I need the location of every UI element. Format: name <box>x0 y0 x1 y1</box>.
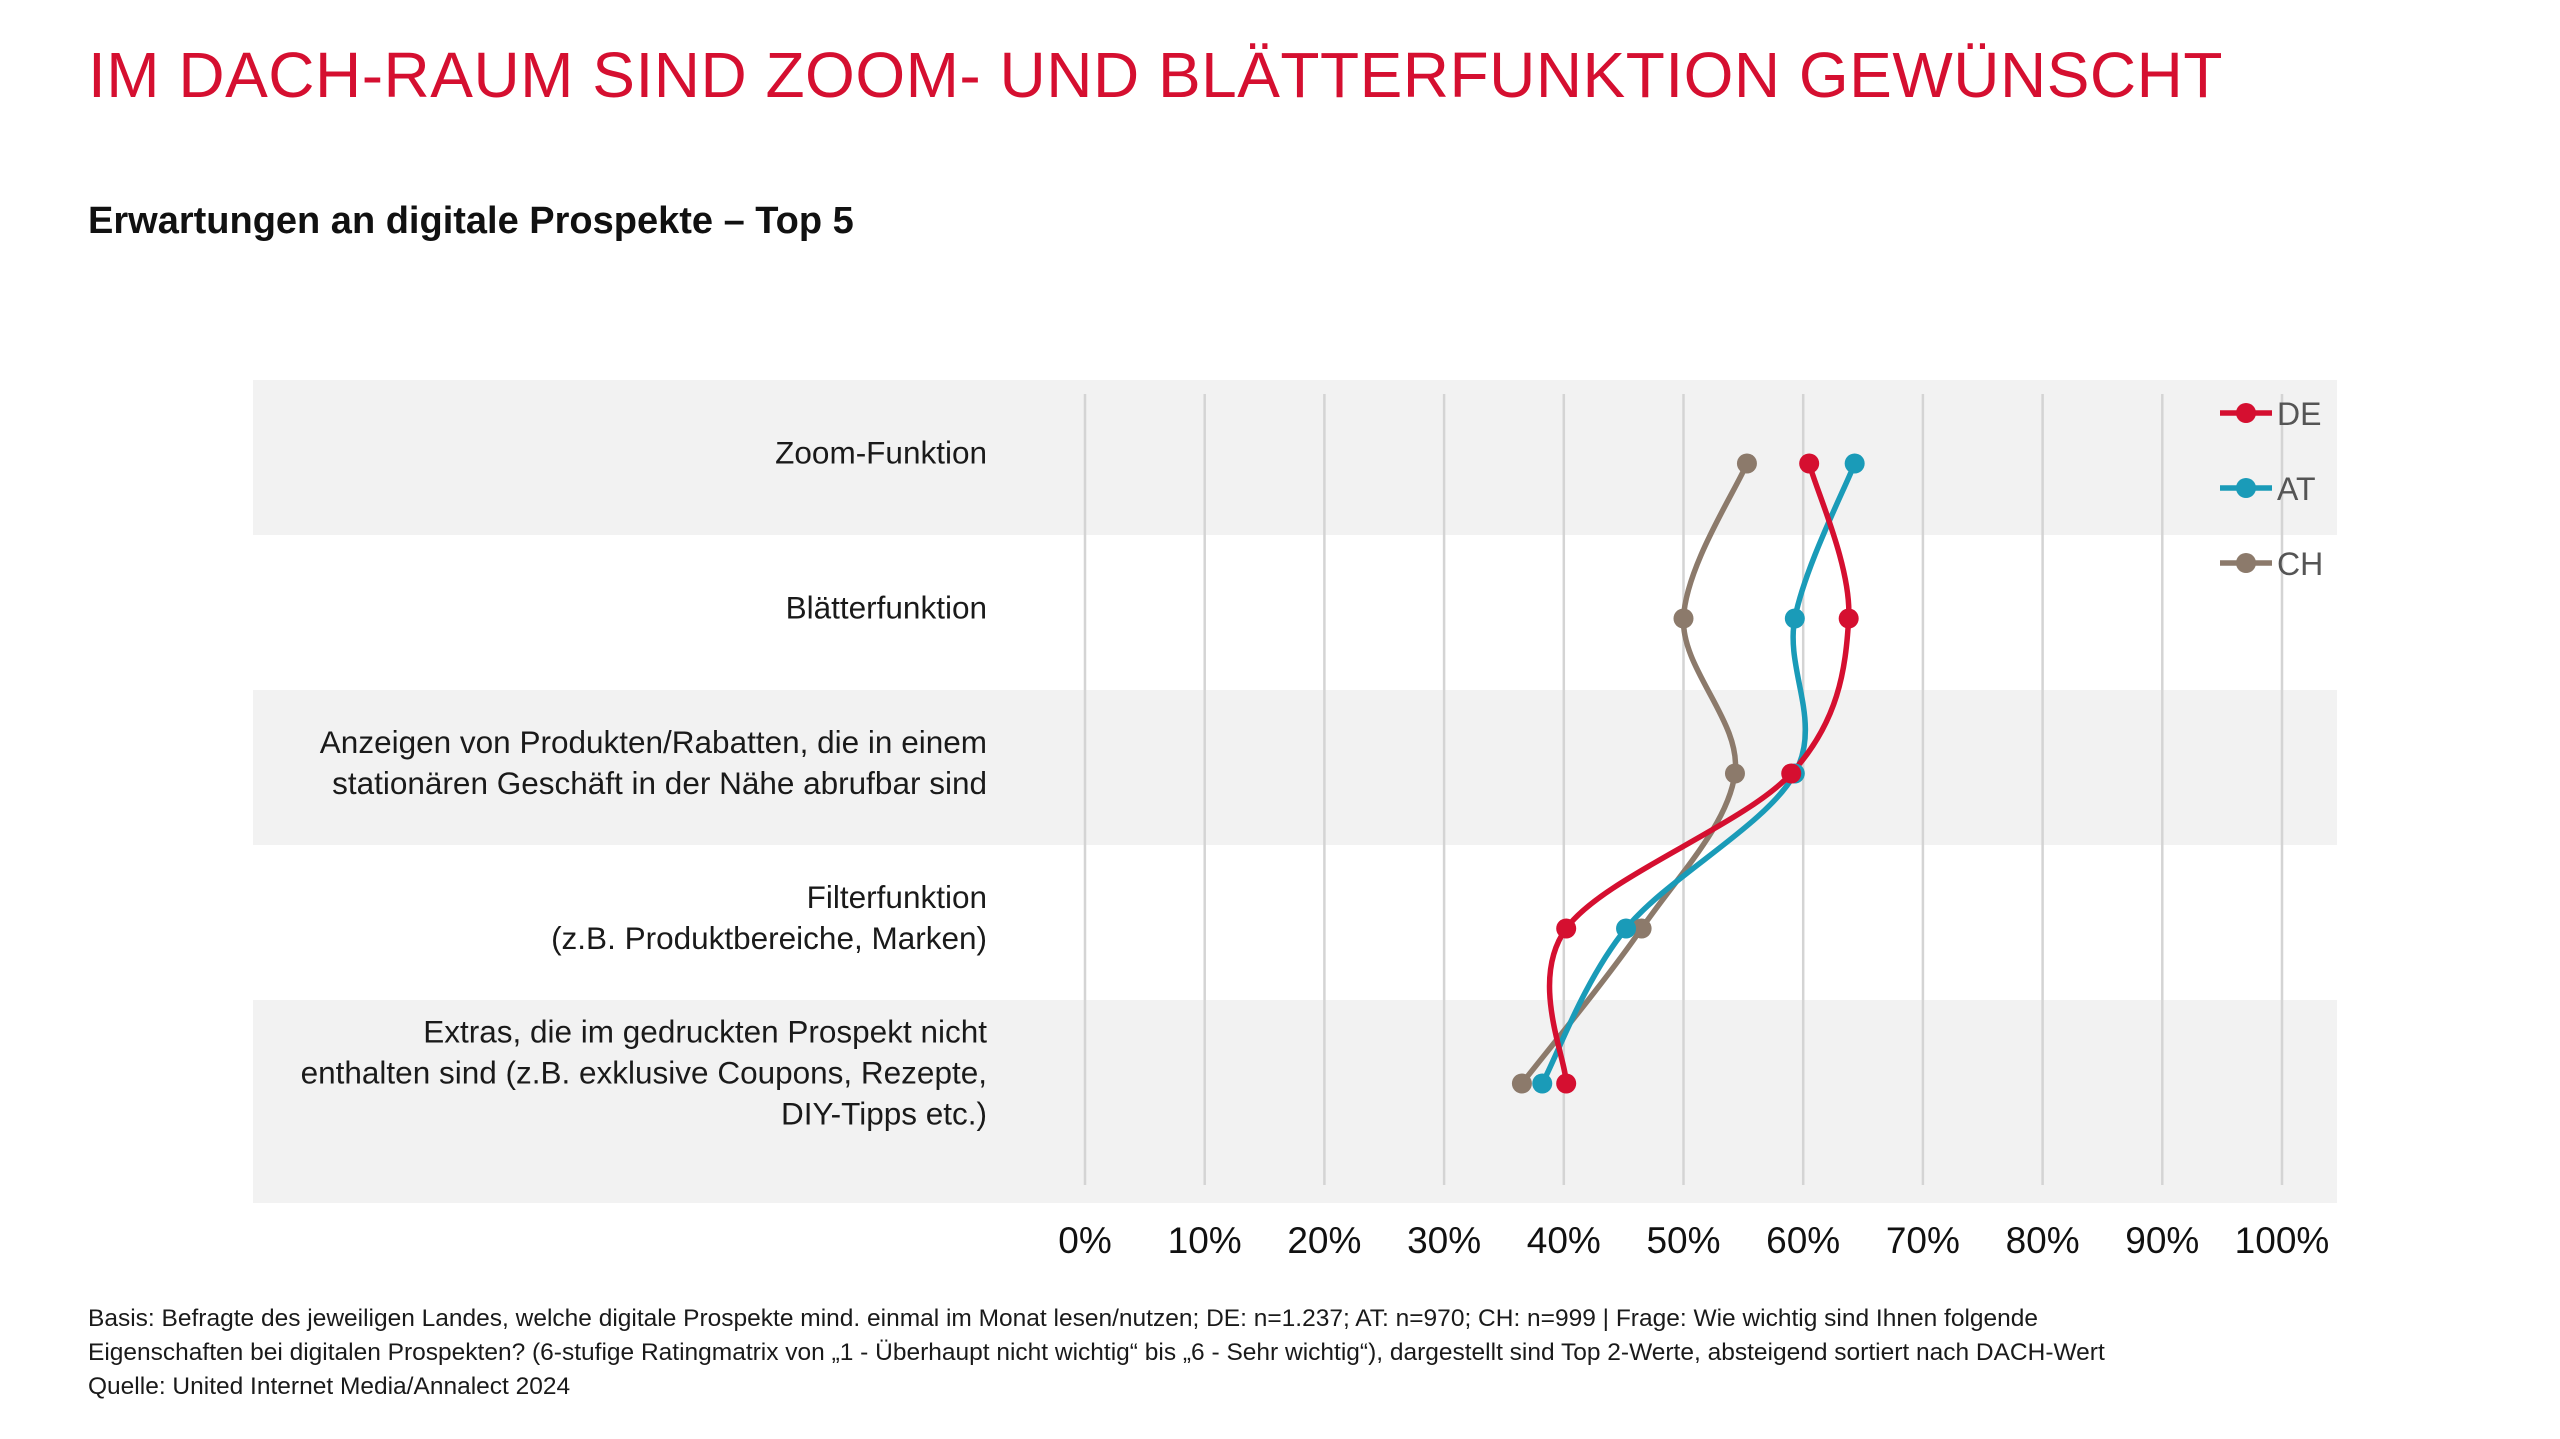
x-tick-label: 40% <box>1527 1220 1601 1261</box>
data-point-at <box>1844 453 1865 474</box>
x-tick-label: 0% <box>1058 1220 1111 1261</box>
x-tick-label: 100% <box>2235 1220 2330 1261</box>
category-label: Zoom-Funktion <box>775 435 987 471</box>
data-point-at <box>1784 608 1805 629</box>
x-tick-label: 10% <box>1168 1220 1242 1261</box>
data-point-de <box>1781 763 1802 784</box>
footnote-source: Quelle: United Internet Media/Annalect 2… <box>88 1373 571 1400</box>
x-tick-label: 20% <box>1287 1220 1361 1261</box>
page-title: IM DACH-RAUM SIND ZOOM- UND BLÄTTERFUNKT… <box>88 39 2223 111</box>
data-point-de <box>1556 1073 1577 1094</box>
legend-marker-ch <box>2236 553 2256 573</box>
data-point-ch <box>1724 763 1745 784</box>
x-tick-label: 30% <box>1407 1220 1481 1261</box>
legend-label-de: DE <box>2277 396 2321 432</box>
data-point-ch <box>1511 1073 1532 1094</box>
data-point-ch <box>1673 608 1694 629</box>
category-label: Anzeigen von Produkten/Rabatten, die in … <box>320 724 987 760</box>
x-tick-label: 70% <box>1886 1220 1960 1261</box>
row-band <box>253 1000 2337 1203</box>
row-band <box>253 845 2337 1000</box>
data-point-at <box>1616 918 1637 939</box>
legend-label-at: AT <box>2277 471 2316 507</box>
x-tick-label: 50% <box>1646 1220 1720 1261</box>
x-tick-label: 80% <box>2006 1220 2080 1261</box>
data-point-ch <box>1631 918 1652 939</box>
legend-marker-de <box>2236 403 2256 423</box>
category-label: (z.B. Produktbereiche, Marken) <box>551 920 987 956</box>
footnote-question: Eigenschaften bei digitalen Prospekten? … <box>88 1339 2105 1366</box>
row-band <box>253 690 2337 845</box>
category-label: enthalten sind (z.B. exklusive Coupons, … <box>301 1055 987 1091</box>
row-band <box>253 535 2337 690</box>
category-label: Filterfunktion <box>807 879 987 915</box>
row-band <box>253 380 2337 535</box>
category-label: DIY-Tipps etc.) <box>781 1096 987 1132</box>
x-tick-label: 60% <box>1766 1220 1840 1261</box>
footnote: Basis: Befragte des jeweiligen Landes, w… <box>88 1302 2508 1404</box>
chart-subtitle: Erwartungen an digitale Prospekte – Top … <box>88 200 854 242</box>
category-label: stationären Geschäft in der Nähe abrufba… <box>332 765 987 801</box>
category-label: Blätterfunktion <box>786 590 987 626</box>
data-point-ch <box>1736 453 1757 474</box>
legend-label-ch: CH <box>2277 546 2323 582</box>
footnote-basis: Basis: Befragte des jeweiligen Landes, w… <box>88 1305 2039 1332</box>
data-point-at <box>1532 1073 1553 1094</box>
data-point-de <box>1556 918 1577 939</box>
x-tick-label: 90% <box>2125 1220 2199 1261</box>
category-label: Extras, die im gedruckten Prospekt nicht <box>423 1014 987 1050</box>
data-point-de <box>1799 453 1820 474</box>
data-point-de <box>1838 608 1859 629</box>
series-line-de <box>1546 460 1852 1087</box>
legend-marker-at <box>2236 478 2256 498</box>
